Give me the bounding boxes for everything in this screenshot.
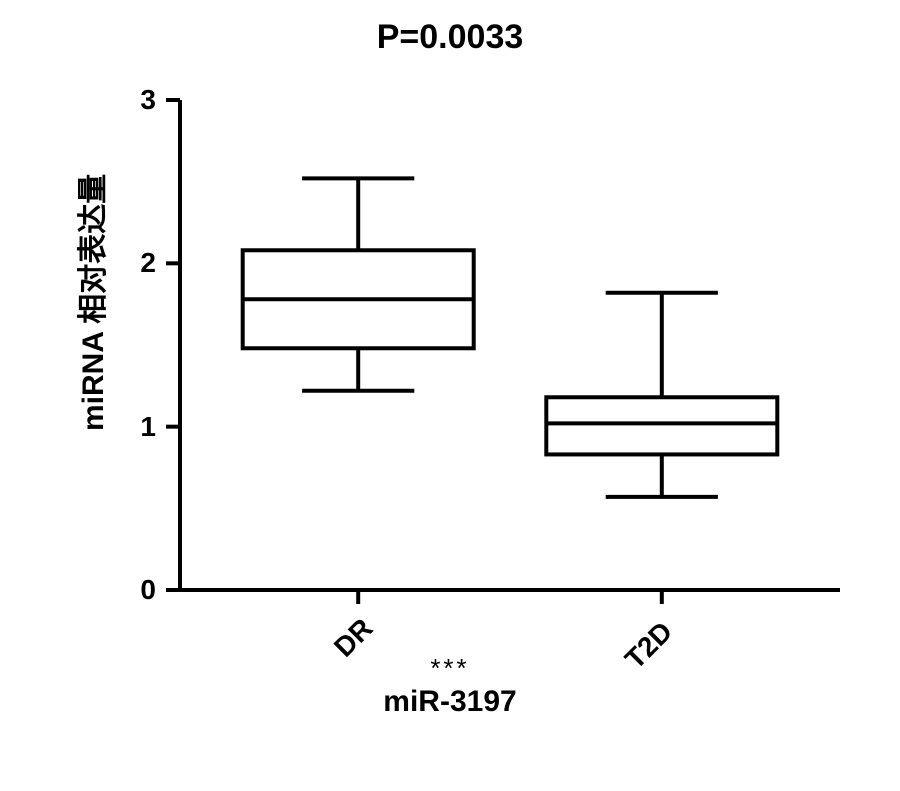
y-axis-label: miRNA 相对表达量 bbox=[68, 174, 112, 431]
y-tick-label: 3 bbox=[116, 84, 156, 116]
y-tick-label: 0 bbox=[116, 574, 156, 606]
x-axis-label: miR-3197 bbox=[0, 685, 900, 719]
plot-svg bbox=[150, 70, 870, 620]
boxplot-figure: P=0.0033 miRNA 相对表达量 0123 DRT2D *** miR-… bbox=[0, 0, 900, 791]
chart-title: P=0.0033 bbox=[0, 18, 900, 57]
y-tick-label: 1 bbox=[116, 411, 156, 443]
plot-area bbox=[180, 100, 840, 590]
y-tick-label: 2 bbox=[116, 247, 156, 279]
significance-marker: *** bbox=[0, 653, 900, 684]
